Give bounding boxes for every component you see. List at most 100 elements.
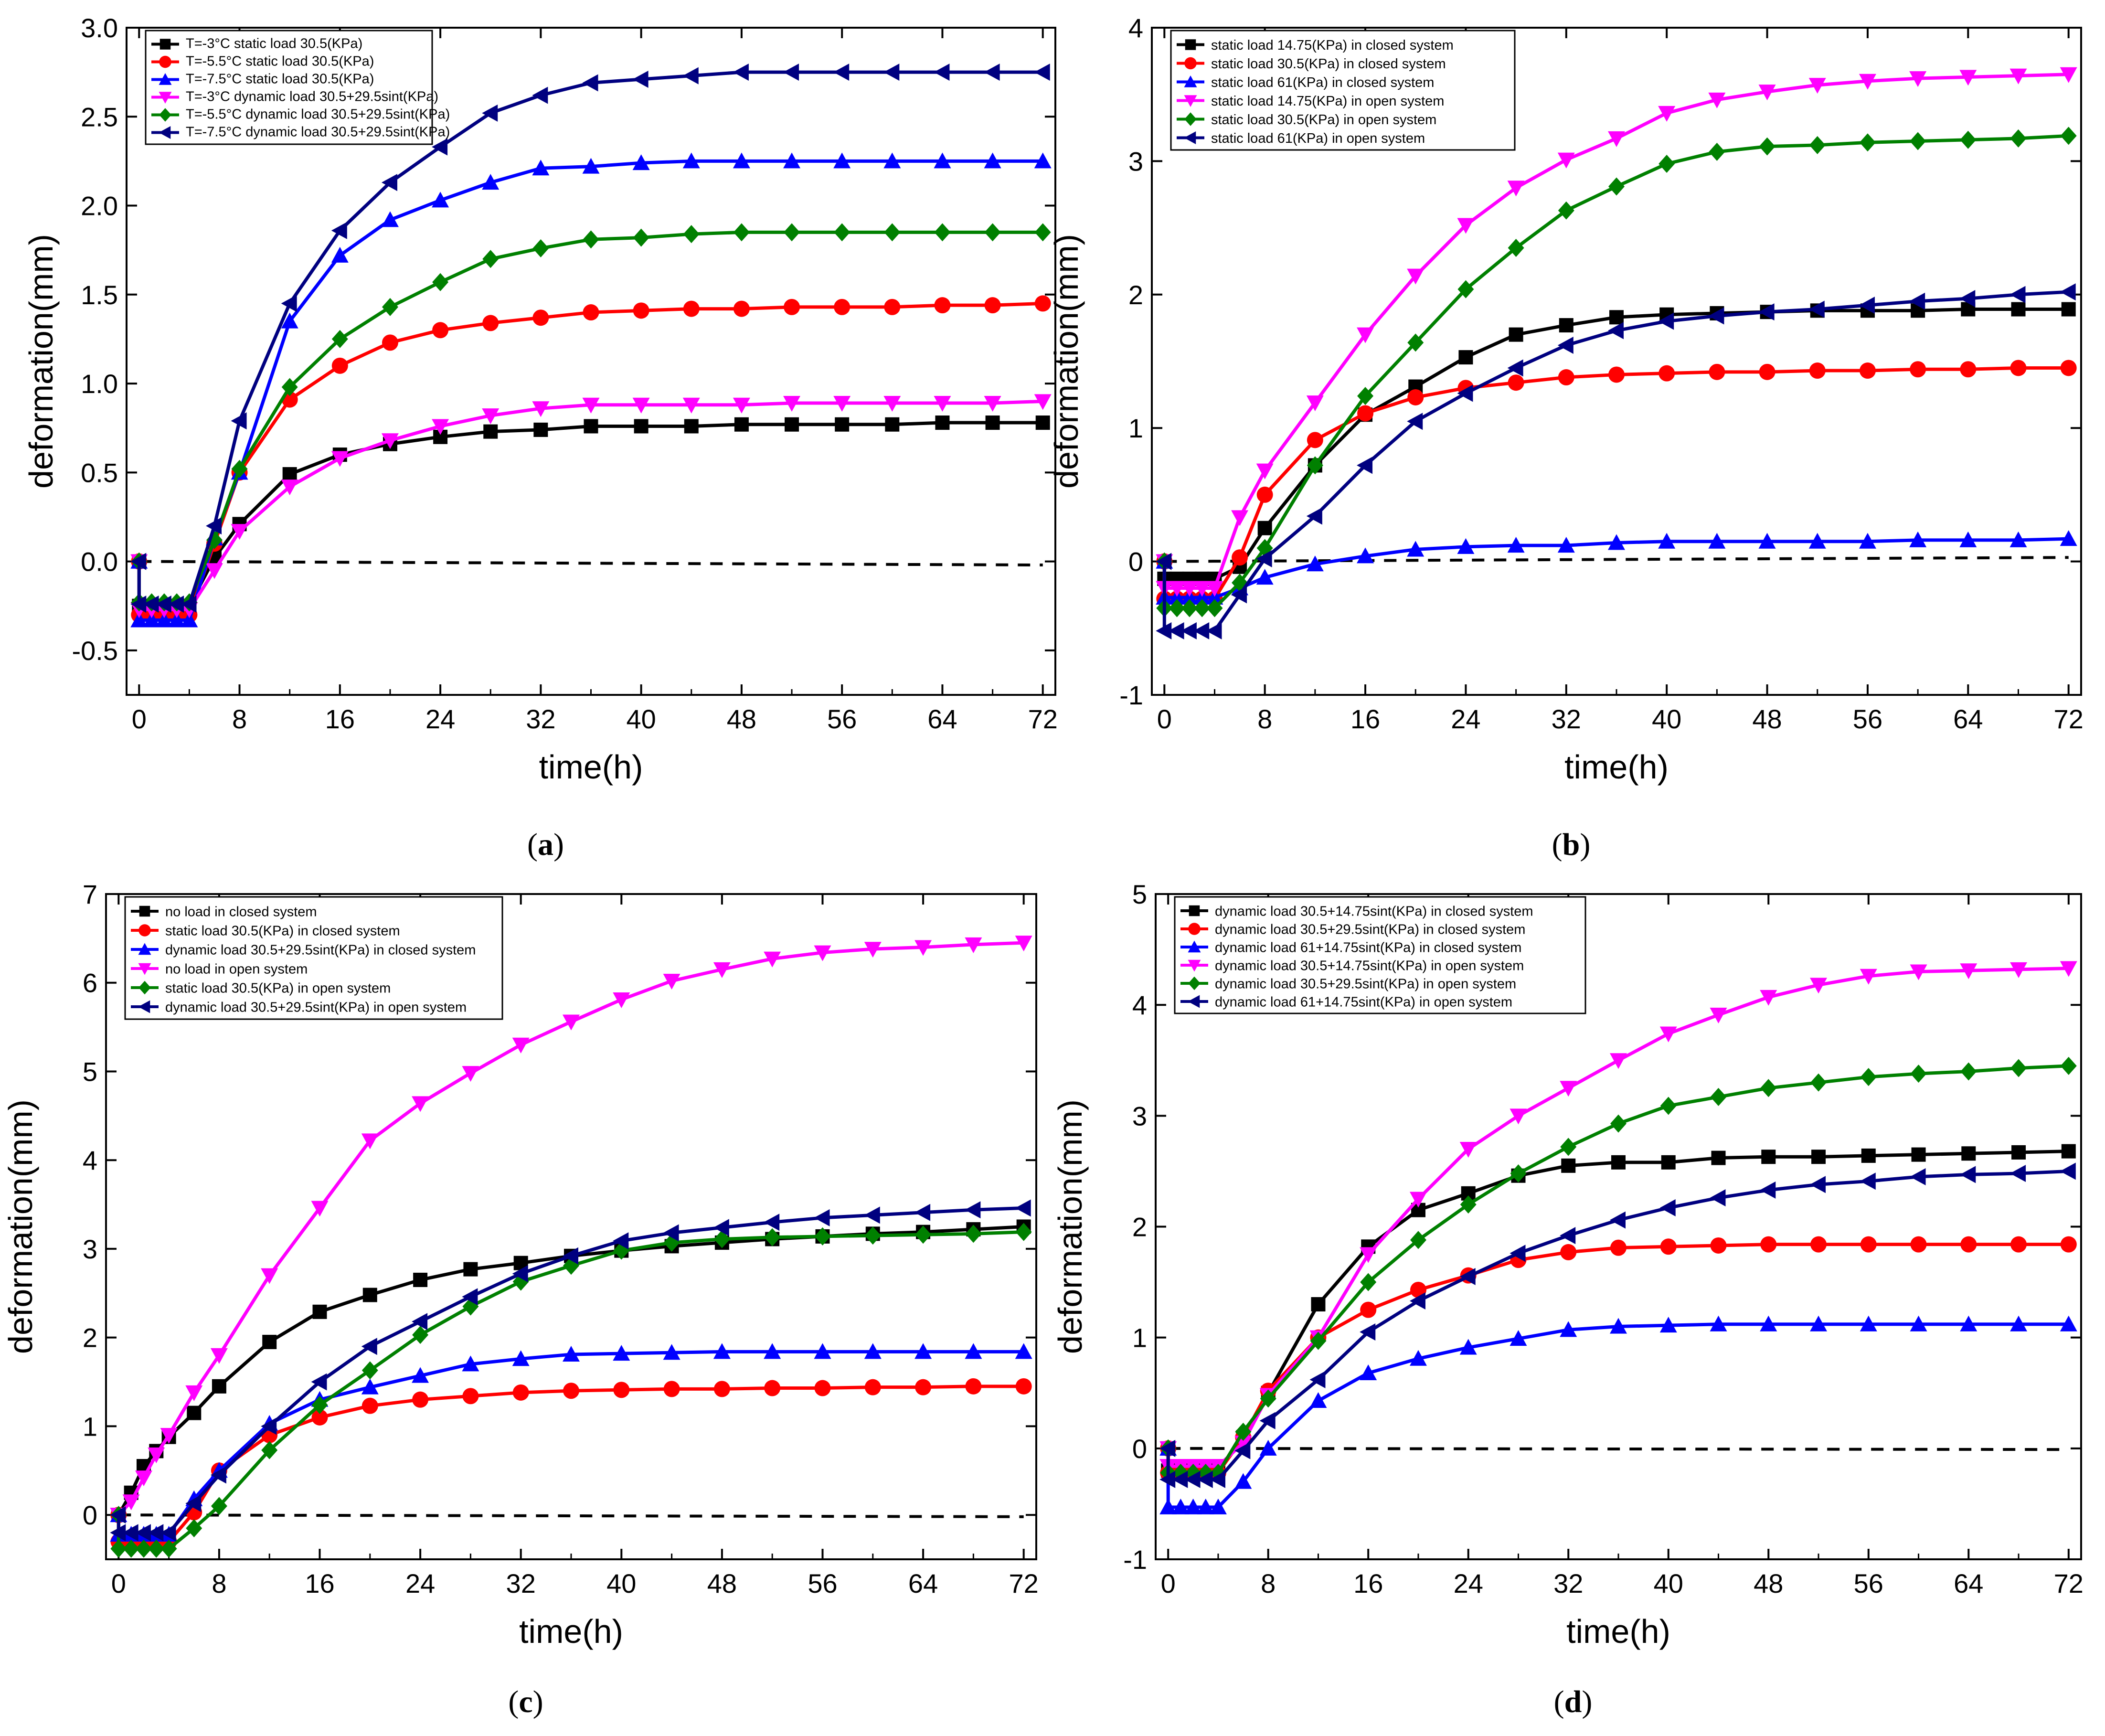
data-point bbox=[262, 1334, 277, 1349]
data-point bbox=[1232, 549, 1248, 566]
data-point bbox=[663, 1344, 680, 1360]
data-point bbox=[1661, 1155, 1676, 1170]
data-point bbox=[331, 451, 349, 467]
series-line bbox=[137, 159, 1043, 622]
data-point bbox=[915, 1379, 932, 1395]
data-point bbox=[1193, 622, 1210, 639]
data-point bbox=[532, 160, 550, 176]
data-point bbox=[1410, 1231, 1426, 1249]
data-point bbox=[1015, 1223, 1032, 1241]
series-3 bbox=[1159, 1315, 2077, 1514]
data-point bbox=[563, 1345, 580, 1362]
x-tick-label: 56 bbox=[827, 704, 857, 734]
x-tick-label: 48 bbox=[727, 704, 756, 734]
legend-marker bbox=[159, 92, 172, 104]
data-point bbox=[1808, 300, 1825, 318]
x-tick-label: 64 bbox=[1953, 704, 1983, 734]
data-point bbox=[483, 424, 498, 439]
data-point bbox=[168, 596, 184, 613]
legend-entry: dynamic load 30.5+29.5sint(KPa) in open … bbox=[165, 1000, 467, 1015]
data-point bbox=[2009, 68, 2027, 85]
data-point bbox=[833, 152, 851, 169]
data-point bbox=[814, 945, 831, 961]
data-point bbox=[331, 357, 348, 374]
data-point bbox=[1610, 1114, 1627, 1133]
data-point bbox=[1561, 1158, 1576, 1173]
data-point bbox=[1508, 374, 1524, 391]
data-point bbox=[1610, 1318, 1627, 1334]
data-point bbox=[1310, 1331, 1327, 1350]
x-tick-label: 24 bbox=[405, 1568, 435, 1598]
legend-marker bbox=[139, 905, 150, 917]
data-point bbox=[2060, 1162, 2076, 1180]
data-point bbox=[2009, 286, 2026, 303]
data-point bbox=[512, 1350, 530, 1366]
x-tick-label: 24 bbox=[1454, 1568, 1483, 1598]
data-point bbox=[1659, 1317, 1677, 1333]
legend-entry: T=-5.5°C dynamic load 30.5+29.5sint(KPa) bbox=[186, 107, 450, 122]
data-point bbox=[1810, 1236, 1827, 1253]
legend-marker bbox=[138, 980, 151, 995]
data-point bbox=[1407, 541, 1425, 557]
data-point bbox=[1611, 1155, 1626, 1170]
data-point bbox=[1910, 361, 1926, 378]
data-point bbox=[1960, 130, 1977, 149]
data-point bbox=[110, 1524, 126, 1542]
legend-entry: static load 61(KPa) in closed system bbox=[1211, 75, 1434, 90]
data-point bbox=[682, 152, 700, 169]
legend-entry: dynamic load 30.5+14.75sint(KPa) in open… bbox=[1215, 958, 1524, 973]
data-point bbox=[186, 1519, 202, 1537]
data-point bbox=[533, 422, 548, 437]
y-tick-label: 0 bbox=[1128, 547, 1143, 577]
data-point bbox=[1859, 362, 1876, 379]
data-point bbox=[965, 1343, 982, 1359]
data-point bbox=[130, 611, 148, 628]
data-point bbox=[934, 297, 951, 314]
data-point bbox=[2061, 302, 2076, 317]
data-point bbox=[482, 174, 500, 190]
data-point bbox=[633, 302, 649, 319]
x-tick-label: 72 bbox=[2054, 704, 2084, 734]
data-point bbox=[1708, 92, 1726, 108]
legend-marker bbox=[1188, 995, 1200, 1008]
data-point bbox=[1709, 142, 1725, 161]
y-tick-label: 1 bbox=[83, 1411, 97, 1441]
data-point bbox=[1159, 1470, 1176, 1488]
data-point bbox=[1910, 1065, 1927, 1083]
legend-marker bbox=[1188, 959, 1201, 972]
data-point bbox=[1172, 1470, 1188, 1488]
x-tick-label: 32 bbox=[506, 1568, 536, 1598]
data-point bbox=[764, 1380, 781, 1396]
legend-marker bbox=[159, 39, 171, 50]
data-point bbox=[1910, 964, 1927, 980]
legend-entry: dynamic load 61+14.75sint(KPa) in open s… bbox=[1215, 994, 1512, 1010]
data-point bbox=[1959, 290, 1976, 308]
data-point bbox=[311, 1201, 329, 1217]
data-point bbox=[512, 1265, 528, 1282]
data-point bbox=[532, 239, 549, 257]
data-point bbox=[412, 1096, 429, 1112]
data-point bbox=[1459, 1267, 1476, 1285]
data-point bbox=[512, 1384, 529, 1401]
series-line bbox=[137, 301, 1043, 617]
data-point bbox=[1410, 1281, 1426, 1298]
x-tick-label: 0 bbox=[1157, 704, 1172, 734]
x-tick-label: 8 bbox=[1261, 1568, 1276, 1598]
data-point bbox=[684, 419, 699, 434]
y-tick-label: 4 bbox=[83, 1145, 97, 1175]
data-point bbox=[1660, 1097, 1677, 1115]
data-point bbox=[135, 1470, 152, 1487]
data-point bbox=[1459, 1141, 1477, 1158]
data-point bbox=[1457, 384, 1473, 402]
series-4 bbox=[110, 936, 1032, 1524]
data-point bbox=[835, 417, 850, 432]
data-point bbox=[311, 1395, 328, 1414]
data-point bbox=[1409, 1192, 1427, 1208]
data-point bbox=[1860, 1315, 1877, 1331]
data-point bbox=[713, 1343, 731, 1359]
data-point bbox=[412, 1313, 428, 1331]
data-point bbox=[432, 419, 449, 435]
data-point bbox=[512, 1037, 530, 1054]
data-point bbox=[1710, 1189, 1726, 1207]
series-line bbox=[1162, 290, 2069, 633]
